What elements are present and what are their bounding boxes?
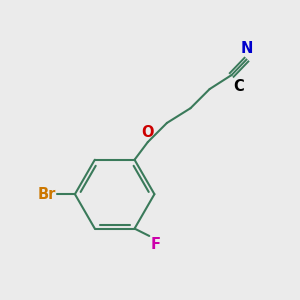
Text: O: O (142, 125, 154, 140)
Text: F: F (150, 237, 161, 252)
Text: Br: Br (38, 187, 56, 202)
Text: C: C (233, 79, 244, 94)
Text: N: N (240, 41, 253, 56)
